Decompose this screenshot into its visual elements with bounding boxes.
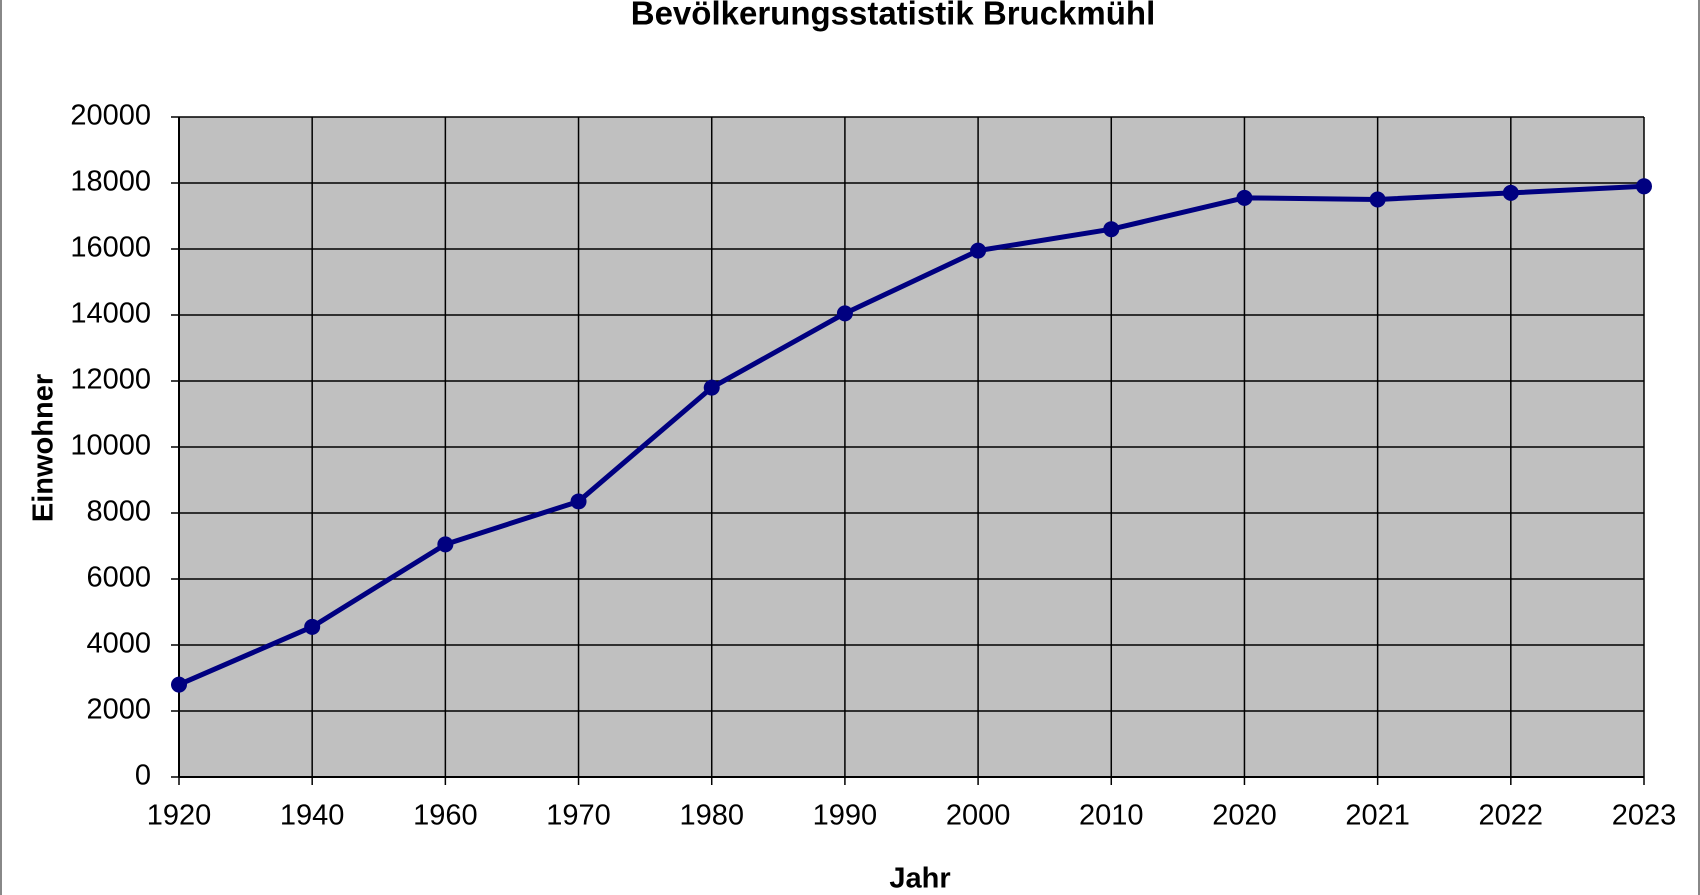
y-tick-label: 4000: [86, 628, 151, 660]
data-point: [1636, 178, 1652, 195]
x-tick-label: 1920: [147, 800, 212, 832]
data-point: [1369, 191, 1386, 208]
data-point: [1236, 189, 1253, 206]
x-tick-label: 2021: [1345, 800, 1410, 832]
data-point: [970, 242, 987, 259]
data-point: [171, 676, 187, 693]
x-axis-label: Jahr: [889, 863, 950, 895]
y-tick-label: 20000: [70, 100, 151, 132]
x-tick-label: 1980: [679, 800, 744, 832]
y-tick-label: 16000: [70, 232, 151, 264]
data-point: [1103, 221, 1120, 238]
y-tick-label: 0: [135, 760, 151, 792]
x-tick-label: 2023: [1612, 800, 1677, 832]
x-tick-label: 1970: [546, 800, 611, 832]
y-tick-label: 12000: [70, 364, 151, 396]
x-tick-label: 2020: [1212, 800, 1277, 832]
y-tick-label: 10000: [70, 430, 151, 462]
x-tick-label: 2022: [1479, 800, 1544, 832]
x-tick-label: 2000: [946, 800, 1011, 832]
data-point: [836, 305, 853, 322]
y-tick-label: 18000: [70, 166, 151, 198]
y-tick-label: 2000: [86, 694, 151, 726]
data-point: [570, 493, 587, 510]
data-point: [703, 379, 720, 396]
y-tick-label: 6000: [86, 562, 151, 594]
x-tick-label: 1960: [413, 800, 478, 832]
x-tick-label: 1940: [280, 800, 345, 832]
y-axis-label: Einwohner: [28, 374, 60, 522]
data-point: [304, 618, 321, 635]
chart-title: Bevölkerungsstatistik Bruckmühl: [631, 0, 1156, 32]
data-line: [178, 183, 1645, 687]
data-point: [437, 536, 454, 553]
y-tick-label: 8000: [86, 496, 151, 528]
x-tick-label: 2010: [1079, 800, 1144, 832]
y-tick-label: 14000: [70, 298, 151, 330]
data-point: [1502, 184, 1519, 201]
x-tick-label: 1990: [813, 800, 878, 832]
